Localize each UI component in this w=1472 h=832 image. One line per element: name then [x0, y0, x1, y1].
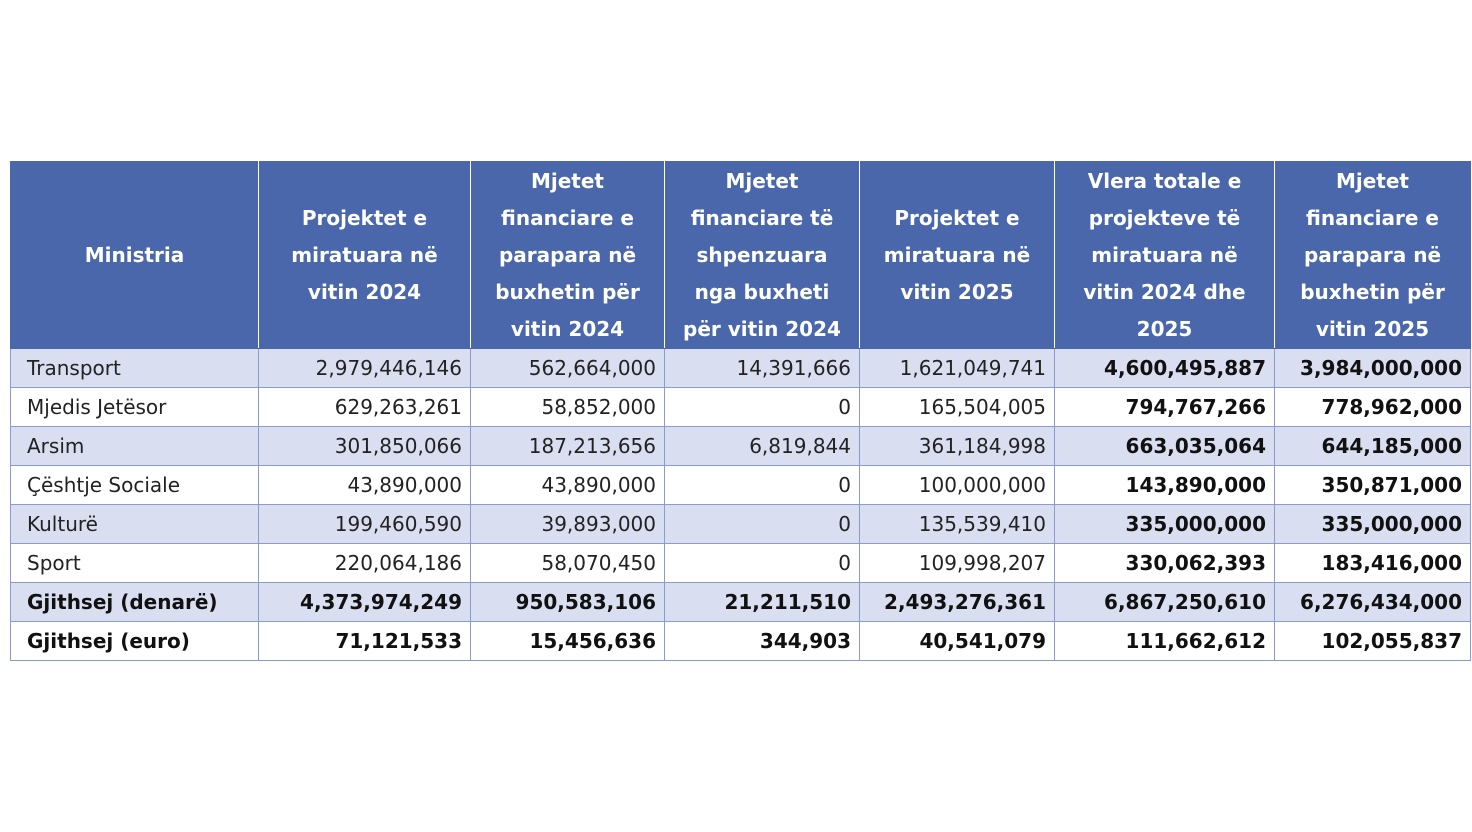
table-row: Kulturë 199,460,590 39,893,000 0 135,539…	[10, 504, 1471, 544]
cell-value: 183,416,000	[1274, 543, 1471, 583]
cell-value: 100,000,000	[859, 465, 1055, 505]
cell-value: 330,062,393	[1054, 543, 1275, 583]
cell-value: 663,035,064	[1054, 426, 1275, 466]
cell-total-value: 6,276,434,000	[1274, 582, 1471, 622]
cell-value: 794,767,266	[1054, 387, 1275, 427]
cell-total-value: 15,456,636	[470, 621, 665, 661]
cell-value: 109,998,207	[859, 543, 1055, 583]
cell-value: 6,819,844	[664, 426, 860, 466]
cell-value: 350,871,000	[1274, 465, 1471, 505]
cell-value: 0	[664, 465, 860, 505]
cell-value: 0	[664, 543, 860, 583]
cell-ministry: Arsim	[10, 426, 259, 466]
cell-value: 58,852,000	[470, 387, 665, 427]
cell-ministry: Sport	[10, 543, 259, 583]
cell-ministry: Kulturë	[10, 504, 259, 544]
cell-value: 14,391,666	[664, 348, 860, 388]
cell-value: 0	[664, 387, 860, 427]
cell-value: 143,890,000	[1054, 465, 1275, 505]
cell-total-value: 102,055,837	[1274, 621, 1471, 661]
cell-value: 335,000,000	[1054, 504, 1275, 544]
cell-total-value: 71,121,533	[258, 621, 471, 661]
cell-total-value: 2,493,276,361	[859, 582, 1055, 622]
header-ministria: Ministria	[10, 161, 259, 349]
cell-value: 301,850,066	[258, 426, 471, 466]
cell-value: 220,064,186	[258, 543, 471, 583]
cell-total-label: Gjithsej (denarë)	[10, 582, 259, 622]
header-total-value: Vlera totale e projekteve të miratuara n…	[1054, 161, 1275, 349]
cell-value: 562,664,000	[470, 348, 665, 388]
cell-total-value: 6,867,250,610	[1054, 582, 1275, 622]
budget-table-container: Ministria Projektet e miratuara në vitin…	[10, 161, 1471, 661]
cell-total-value: 21,211,510	[664, 582, 860, 622]
cell-value: 43,890,000	[258, 465, 471, 505]
cell-ministry: Transport	[10, 348, 259, 388]
cell-total-label: Gjithsej (euro)	[10, 621, 259, 661]
table-row: Arsim 301,850,066 187,213,656 6,819,844 …	[10, 426, 1471, 466]
cell-value: 629,263,261	[258, 387, 471, 427]
cell-ministry: Mjedis Jetësor	[10, 387, 259, 427]
cell-total-value: 111,662,612	[1054, 621, 1275, 661]
cell-value: 39,893,000	[470, 504, 665, 544]
cell-total-value: 344,903	[664, 621, 860, 661]
cell-total-value: 950,583,106	[470, 582, 665, 622]
total-row-euro: Gjithsej (euro) 71,121,533 15,456,636 34…	[10, 621, 1471, 661]
header-projects-2024: Projektet e miratuara në vitin 2024	[258, 161, 471, 349]
cell-ministry: Çështje Sociale	[10, 465, 259, 505]
cell-value: 0	[664, 504, 860, 544]
cell-value: 135,539,410	[859, 504, 1055, 544]
table-header-row: Ministria Projektet e miratuara në vitin…	[10, 161, 1471, 349]
cell-value: 199,460,590	[258, 504, 471, 544]
cell-value: 187,213,656	[470, 426, 665, 466]
total-row-denars: Gjithsej (denarë) 4,373,974,249 950,583,…	[10, 582, 1471, 622]
cell-value: 335,000,000	[1274, 504, 1471, 544]
cell-value: 778,962,000	[1274, 387, 1471, 427]
table-row: Mjedis Jetësor 629,263,261 58,852,000 0 …	[10, 387, 1471, 427]
budget-table: Ministria Projektet e miratuara në vitin…	[10, 161, 1471, 661]
cell-value: 165,504,005	[859, 387, 1055, 427]
table-row: Çështje Sociale 43,890,000 43,890,000 0 …	[10, 465, 1471, 505]
cell-value: 43,890,000	[470, 465, 665, 505]
table-row: Transport 2,979,446,146 562,664,000 14,3…	[10, 348, 1471, 388]
cell-value: 1,621,049,741	[859, 348, 1055, 388]
cell-value: 4,600,495,887	[1054, 348, 1275, 388]
header-spent-2024: Mjetet financiare të shpenzuara nga buxh…	[664, 161, 860, 349]
cell-value: 3,984,000,000	[1274, 348, 1471, 388]
cell-total-value: 4,373,974,249	[258, 582, 471, 622]
cell-value: 58,070,450	[470, 543, 665, 583]
cell-value: 361,184,998	[859, 426, 1055, 466]
cell-value: 644,185,000	[1274, 426, 1471, 466]
header-budget-2024: Mjetet financiare e parapara në buxhetin…	[470, 161, 665, 349]
cell-value: 2,979,446,146	[258, 348, 471, 388]
cell-total-value: 40,541,079	[859, 621, 1055, 661]
header-projects-2025: Projektet e miratuara në vitin 2025	[859, 161, 1055, 349]
header-budget-2025: Mjetet financiare e parapara në buxhetin…	[1274, 161, 1471, 349]
table-row: Sport 220,064,186 58,070,450 0 109,998,2…	[10, 543, 1471, 583]
